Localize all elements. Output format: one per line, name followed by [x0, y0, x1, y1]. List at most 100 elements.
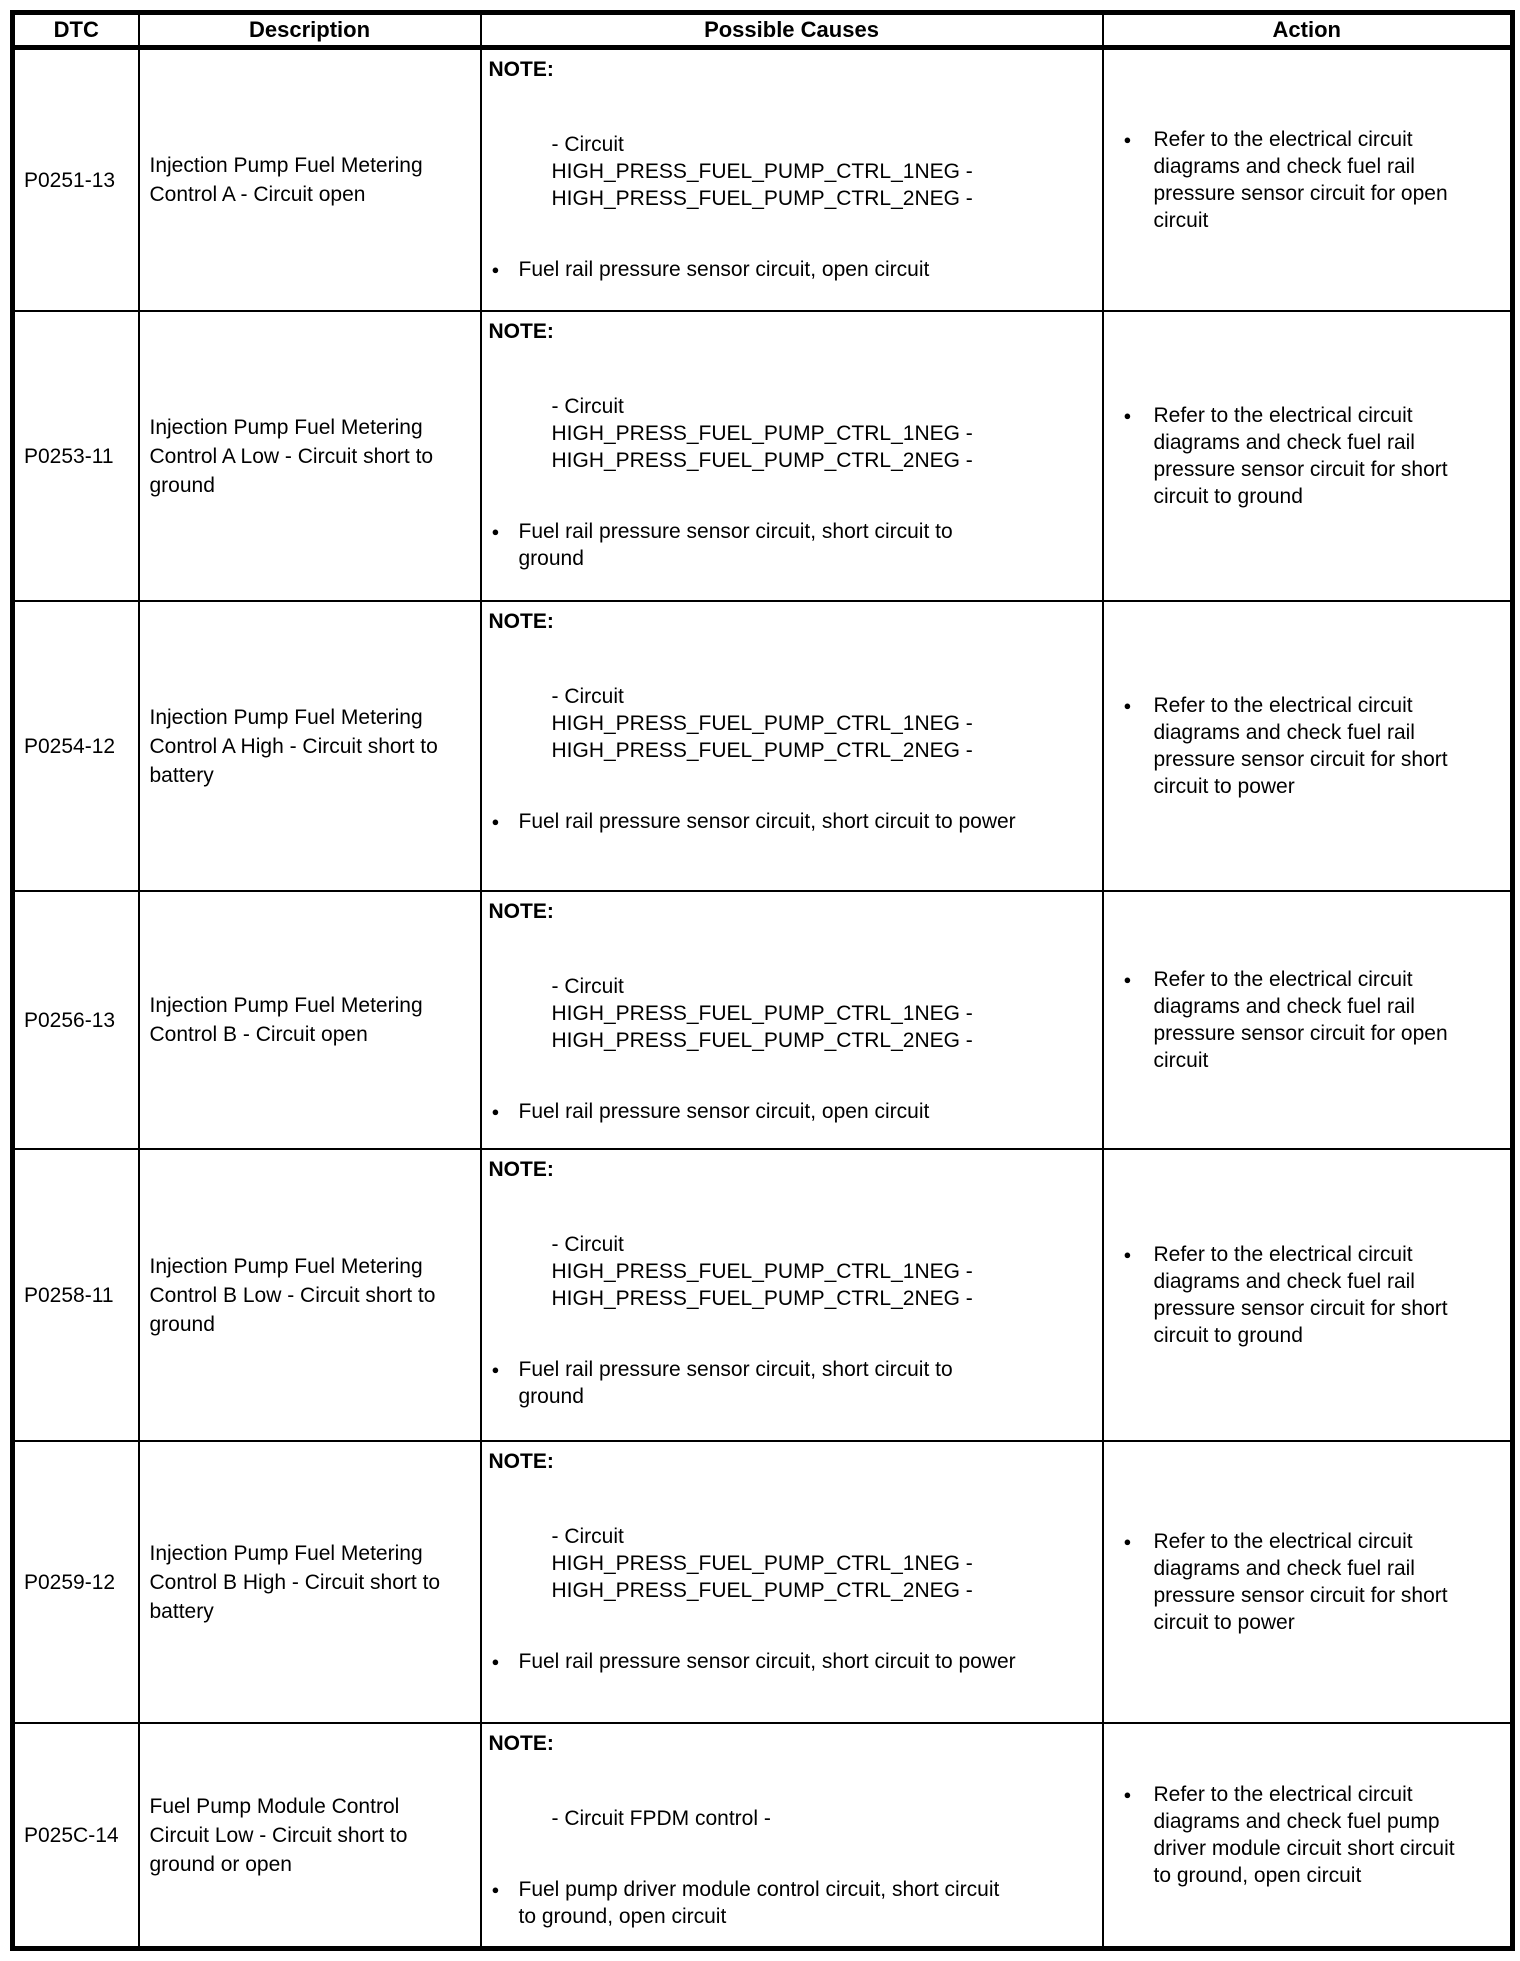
description-text: Fuel Pump Module Control Circuit Low - C…	[149, 1794, 408, 1876]
header-row: DTC Description Possible Causes Action	[11, 10, 1514, 50]
description-text: Injection Pump Fuel Metering Control A -…	[149, 154, 423, 206]
circuit-note-line: HIGH_PRESS_FUEL_PUMP_CTRL_2NEG -	[551, 1029, 973, 1052]
circuit-note-line: - Circuit	[551, 1525, 624, 1548]
action-bullet-item: ● Refer to the electrical circuit diagra…	[1124, 402, 1505, 510]
action-text: Refer to the electrical circuit diagrams…	[1153, 404, 1448, 508]
circuit-note-line: HIGH_PRESS_FUEL_PUMP_CTRL_1NEG -	[551, 422, 973, 445]
circuit-note-line: HIGH_PRESS_FUEL_PUMP_CTRL_1NEG -	[551, 1002, 973, 1025]
cause-text: Fuel rail pressure sensor circuit, short…	[518, 520, 953, 570]
description-cell: Fuel Pump Module Control Circuit Low - C…	[137, 1722, 482, 1950]
circuit-note-line: HIGH_PRESS_FUEL_PUMP_CTRL_2NEG -	[551, 1287, 973, 1310]
bullet-icon: ●	[491, 1882, 500, 1897]
bullet-icon: ●	[491, 262, 500, 277]
description-text: Injection Pump Fuel Metering Control B L…	[149, 1254, 436, 1336]
action-bullet-item: ● Refer to the electrical circuit diagra…	[1124, 1528, 1505, 1636]
action-cell: ● Refer to the electrical circuit diagra…	[1101, 1148, 1514, 1442]
circuit-note: - Circuit HIGH_PRESS_FUEL_PUMP_CTRL_1NEG…	[552, 131, 1094, 212]
bullet-icon: ●	[1123, 1534, 1132, 1549]
description-text: Injection Pump Fuel Metering Control B H…	[149, 1541, 441, 1623]
column-header-description: Description	[137, 10, 482, 50]
note-label: NOTE:	[488, 1450, 554, 1473]
table-row: P025C-14 Fuel Pump Module Control Circui…	[11, 1722, 1514, 1950]
dtc-table: DTC Description Possible Causes Action P…	[10, 10, 1515, 1951]
bullet-icon: ●	[1123, 132, 1132, 147]
cause-bullet-item: ● Fuel rail pressure sensor circuit, ope…	[492, 256, 1094, 283]
description-text: Injection Pump Fuel Metering Control A H…	[149, 705, 438, 787]
action-text: Refer to the electrical circuit diagrams…	[1153, 1530, 1448, 1634]
circuit-note-line: HIGH_PRESS_FUEL_PUMP_CTRL_2NEG -	[551, 449, 973, 472]
note-label: NOTE:	[488, 610, 554, 633]
description-cell: Injection Pump Fuel Metering Control A H…	[137, 600, 482, 892]
circuit-note: - Circuit HIGH_PRESS_FUEL_PUMP_CTRL_1NEG…	[552, 1523, 1094, 1604]
table-row: P0251-13 Injection Pump Fuel Metering Co…	[11, 46, 1514, 312]
possible-causes-cell: NOTE: - Circuit HIGH_PRESS_FUEL_PUMP_CTR…	[479, 310, 1104, 602]
dtc-cell: P025C-14	[11, 1722, 140, 1950]
possible-causes-cell: NOTE: - Circuit HIGH_PRESS_FUEL_PUMP_CTR…	[479, 1148, 1104, 1442]
circuit-note: - Circuit HIGH_PRESS_FUEL_PUMP_CTRL_1NEG…	[552, 683, 1094, 764]
circuit-note-line: HIGH_PRESS_FUEL_PUMP_CTRL_1NEG -	[551, 1260, 973, 1283]
cause-text: Fuel pump driver module control circuit,…	[518, 1878, 1000, 1928]
description-cell: Injection Pump Fuel Metering Control B L…	[137, 1148, 482, 1442]
bullet-icon: ●	[491, 814, 500, 829]
cause-bullet-item: ● Fuel rail pressure sensor circuit, sho…	[492, 518, 1094, 572]
table-row: P0259-12 Injection Pump Fuel Metering Co…	[11, 1440, 1514, 1724]
bullet-icon: ●	[1123, 972, 1132, 987]
table-row: P0258-11 Injection Pump Fuel Metering Co…	[11, 1148, 1514, 1442]
column-header-dtc: DTC	[11, 10, 140, 50]
description-cell: Injection Pump Fuel Metering Control A L…	[137, 310, 482, 602]
action-cell: ● Refer to the electrical circuit diagra…	[1101, 1440, 1514, 1724]
circuit-note-line: HIGH_PRESS_FUEL_PUMP_CTRL_2NEG -	[551, 739, 973, 762]
cause-text: Fuel rail pressure sensor circuit, short…	[518, 1358, 953, 1408]
circuit-note: - Circuit HIGH_PRESS_FUEL_PUMP_CTRL_1NEG…	[552, 1231, 1094, 1312]
bullet-icon: ●	[491, 1104, 500, 1119]
description-cell: Injection Pump Fuel Metering Control A -…	[137, 46, 482, 312]
action-text: Refer to the electrical circuit diagrams…	[1153, 1243, 1448, 1347]
circuit-note-line: - Circuit	[551, 1233, 624, 1256]
action-text: Refer to the electrical circuit diagrams…	[1153, 1783, 1455, 1887]
description-text: Injection Pump Fuel Metering Control A L…	[149, 415, 434, 497]
cause-bullet-item: ● Fuel pump driver module control circui…	[492, 1876, 1094, 1930]
note-label: NOTE:	[488, 900, 554, 923]
circuit-note: - Circuit HIGH_PRESS_FUEL_PUMP_CTRL_1NEG…	[552, 973, 1094, 1054]
action-text: Refer to the electrical circuit diagrams…	[1153, 968, 1448, 1072]
circuit-note-line: - Circuit	[551, 395, 624, 418]
possible-causes-cell: NOTE: - Circuit HIGH_PRESS_FUEL_PUMP_CTR…	[479, 46, 1104, 312]
circuit-note-line: - Circuit FPDM control -	[551, 1807, 771, 1830]
bullet-icon: ●	[491, 1362, 500, 1377]
dtc-cell: P0251-13	[11, 46, 140, 312]
action-text: Refer to the electrical circuit diagrams…	[1153, 694, 1448, 798]
possible-causes-cell: NOTE: - Circuit FPDM control - ● Fuel pu…	[479, 1722, 1104, 1950]
action-bullet-item: ● Refer to the electrical circuit diagra…	[1124, 1781, 1505, 1889]
circuit-note-line: HIGH_PRESS_FUEL_PUMP_CTRL_1NEG -	[551, 712, 973, 735]
table-row: P0254-12 Injection Pump Fuel Metering Co…	[11, 600, 1514, 892]
possible-causes-cell: NOTE: - Circuit HIGH_PRESS_FUEL_PUMP_CTR…	[479, 600, 1104, 892]
action-bullet-item: ● Refer to the electrical circuit diagra…	[1124, 966, 1505, 1074]
dtc-cell: P0259-12	[11, 1440, 140, 1724]
circuit-note-line: - Circuit	[551, 685, 624, 708]
bullet-icon: ●	[1123, 1787, 1132, 1802]
circuit-note: - Circuit FPDM control -	[552, 1805, 1094, 1832]
note-label: NOTE:	[488, 58, 554, 81]
dtc-cell: P0258-11	[11, 1148, 140, 1442]
cause-text: Fuel rail pressure sensor circuit, short…	[518, 810, 1016, 833]
circuit-note-line: - Circuit	[551, 975, 624, 998]
circuit-note: - Circuit HIGH_PRESS_FUEL_PUMP_CTRL_1NEG…	[552, 393, 1094, 474]
description-text: Injection Pump Fuel Metering Control B -…	[149, 994, 423, 1046]
action-bullet-item: ● Refer to the electrical circuit diagra…	[1124, 1241, 1505, 1349]
bullet-icon: ●	[491, 524, 500, 539]
note-label: NOTE:	[488, 1732, 554, 1755]
cause-bullet-item: ● Fuel rail pressure sensor circuit, ope…	[492, 1098, 1094, 1125]
bullet-icon: ●	[1123, 1247, 1132, 1262]
cause-bullet-item: ● Fuel rail pressure sensor circuit, sho…	[492, 1356, 1094, 1410]
bullet-icon: ●	[1123, 698, 1132, 713]
circuit-note-line: - Circuit	[551, 133, 624, 156]
action-bullet-item: ● Refer to the electrical circuit diagra…	[1124, 692, 1505, 800]
description-cell: Injection Pump Fuel Metering Control B H…	[137, 1440, 482, 1724]
action-cell: ● Refer to the electrical circuit diagra…	[1101, 1722, 1514, 1950]
table-row: P0253-11 Injection Pump Fuel Metering Co…	[11, 310, 1514, 602]
column-header-action: Action	[1101, 10, 1514, 50]
dtc-cell: P0254-12	[11, 600, 140, 892]
column-header-possible-causes: Possible Causes	[479, 10, 1104, 50]
action-cell: ● Refer to the electrical circuit diagra…	[1101, 600, 1514, 892]
